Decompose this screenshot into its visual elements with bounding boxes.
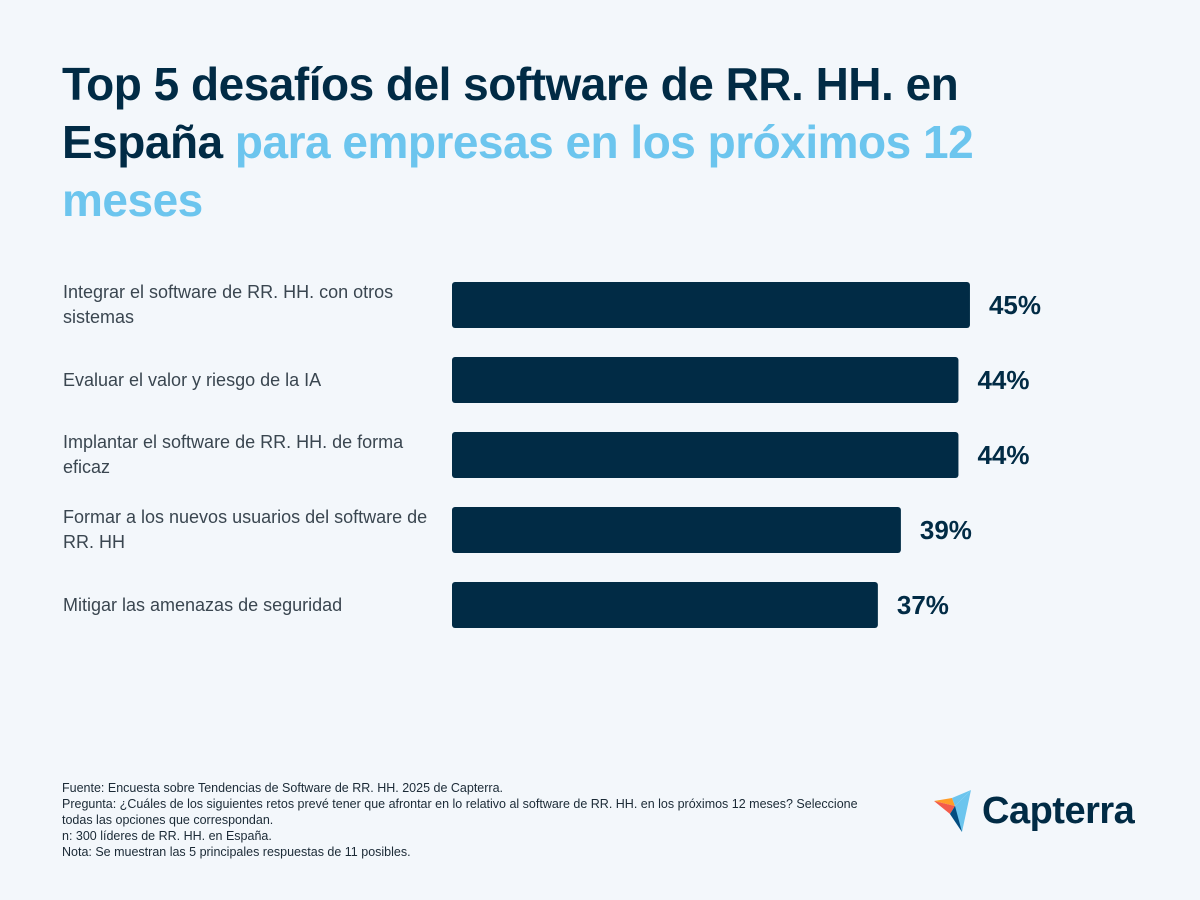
footer-note: Nota: Se muestran las 5 principales resp… (62, 845, 411, 859)
category-label: Integrar el software de RR. HH. con otro… (63, 282, 394, 327)
data-label: 37% (897, 590, 949, 620)
data-label: 44% (977, 440, 1029, 470)
logo-text: Capterra (982, 789, 1135, 832)
footer-source: Fuente: Encuesta sobre Tendencias de Sof… (62, 781, 503, 795)
data-label: 45% (989, 290, 1041, 320)
title-highlight: para empresas en los próximos 12 meses (62, 116, 974, 226)
bar (452, 432, 959, 478)
category-label: Mitigar las amenazas de seguridad (63, 594, 343, 615)
category-label: Implantar el software de RR. HH. de form… (63, 432, 404, 477)
bar (452, 357, 959, 403)
capterra-logo: Capterra (932, 788, 1135, 834)
footer-notes: Fuente: Encuesta sobre Tendencias de Sof… (62, 780, 862, 860)
category-label: Evaluar el valor y riesgo de la IA (63, 369, 322, 390)
footer-question: Pregunta: ¿Cuáles de los siguientes reto… (62, 797, 858, 827)
bar (452, 582, 878, 628)
footer-sample: n: 300 líderes de RR. HH. en España. (62, 829, 272, 843)
bar (452, 507, 901, 553)
bar (452, 282, 970, 328)
title-main: Top 5 desafíos del software de RR. HH. e… (62, 58, 959, 168)
chart-title: Top 5 desafíos del software de RR. HH. e… (62, 55, 1062, 229)
capterra-arrow-icon (934, 790, 971, 832)
data-label: 39% (920, 515, 972, 545)
category-label: Formar a los nuevos usuarios del softwar… (63, 507, 428, 552)
data-label: 44% (977, 365, 1029, 395)
